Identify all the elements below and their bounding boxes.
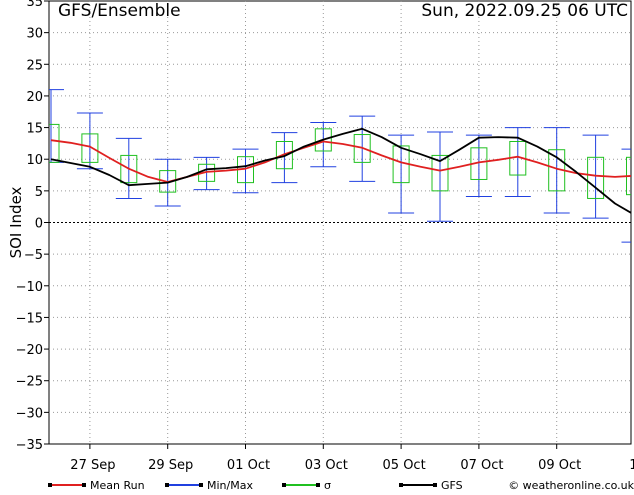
legend-marker-right xyxy=(199,483,203,487)
x-tick-label: 07 Oct xyxy=(460,458,503,473)
plot-frame xyxy=(49,1,631,444)
y-tick-label: −5 xyxy=(24,248,43,263)
y-axis-label: SOI Index xyxy=(7,186,25,258)
y-tick-label: 25 xyxy=(26,58,43,73)
x-tick-label: 03 Oct xyxy=(305,458,348,473)
y-tick-label: −10 xyxy=(16,280,43,295)
y-tick-label: −20 xyxy=(16,343,43,358)
y-tick-label: −30 xyxy=(16,406,43,421)
legend-marker-right xyxy=(82,483,86,487)
y-tick-label: 10 xyxy=(26,153,43,168)
x-tick-label: 29 Sep xyxy=(148,458,193,473)
y-tick-label: 20 xyxy=(26,90,43,105)
y-tick-label: 15 xyxy=(26,122,43,137)
x-tick-label: 09 Oct xyxy=(538,458,581,473)
legend-label: Mean Run xyxy=(90,479,145,490)
legend-marker-left xyxy=(282,483,286,487)
sigma-box xyxy=(82,134,98,162)
y-tick-label: −15 xyxy=(16,311,43,326)
x-tick-label: 27 Sep xyxy=(70,458,115,473)
legend-marker-left xyxy=(165,483,169,487)
y-tick-label: −25 xyxy=(16,375,43,390)
legend-marker-right xyxy=(433,483,437,487)
y-tick-label: −35 xyxy=(16,438,43,453)
x-tick-label: 11 xyxy=(629,458,634,473)
legend-marker-left xyxy=(399,483,403,487)
y-tick-label: 35 xyxy=(26,0,43,10)
legend-label: GFS xyxy=(441,479,463,490)
chart-title: GFS/Ensemble xyxy=(58,1,181,21)
x-tick-label: 05 Oct xyxy=(383,458,426,473)
legend-marker-left xyxy=(48,483,52,487)
legend-label: Min/Max xyxy=(207,479,253,490)
chart-timestamp: Sun, 2022.09.25 06 UTC xyxy=(421,1,628,21)
sigma-box xyxy=(43,124,59,162)
y-tick-label: 5 xyxy=(35,185,43,200)
legend-marker-right xyxy=(316,483,320,487)
x-tick-label: 01 Oct xyxy=(227,458,270,473)
y-tick-label: 30 xyxy=(26,27,43,42)
credit-text: © weatheronline.co.uk xyxy=(508,479,634,490)
y-tick-label: 0 xyxy=(35,217,43,232)
legend-label: σ xyxy=(324,479,331,490)
